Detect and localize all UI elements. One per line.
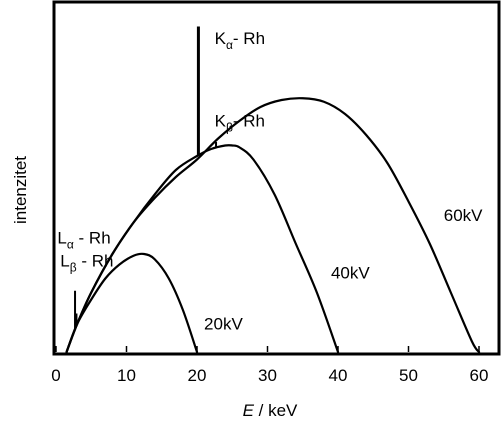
x-tick-label: 30: [258, 366, 277, 385]
annotation-label: 60kV: [444, 206, 483, 225]
x-tick-label: 10: [117, 366, 136, 385]
annotation-base: K: [215, 29, 227, 48]
series-line-40kV: [65, 144, 340, 354]
series-layer: [65, 97, 481, 354]
annotation-base: K: [215, 111, 227, 130]
plot-frame: [52, 0, 501, 356]
annotation-rest: - Rh: [77, 251, 114, 270]
annotation-subscript: α: [226, 38, 233, 52]
annotation-subscript: β: [70, 260, 77, 274]
annotation-label: Kα- Rh: [215, 29, 265, 52]
annotation-rest: - Rh: [233, 111, 265, 130]
x-axis-label-variable: E: [243, 401, 255, 420]
annotation-rest: - Rh: [74, 229, 111, 248]
annotation-base: L: [57, 229, 66, 248]
x-tick-label: 50: [399, 366, 418, 385]
x-axis-label-unit: / keV: [254, 401, 298, 420]
annotation-subscript: α: [67, 238, 74, 252]
series-line-20kV: [65, 252, 199, 354]
annotation-base: L: [60, 251, 69, 270]
x-tick-labels: 0 10 20 30 40 50 60: [51, 366, 488, 385]
peak-layer: [74, 26, 218, 330]
annotation-base: 60kV: [444, 206, 483, 225]
annotation-label: 20kV: [204, 314, 243, 333]
annotation-base: 20kV: [204, 314, 243, 333]
annotation-label: Kβ- Rh: [215, 111, 265, 134]
annotation-label: Lβ - Rh: [60, 251, 113, 274]
x-axis-label: E / keV: [243, 401, 298, 420]
x-tick-label: 0: [51, 366, 60, 385]
annotation-rest: - Rh: [233, 29, 265, 48]
x-tick-label: 20: [188, 366, 207, 385]
y-axis-label: intenzitet: [11, 156, 30, 224]
annotation-label: Lα - Rh: [57, 229, 110, 252]
x-tick-label: 40: [329, 366, 348, 385]
series-line-60kV: [65, 97, 481, 354]
annotation-label: 40kV: [331, 264, 370, 283]
x-tick-label: 60: [470, 366, 489, 385]
x-ticks: [55, 346, 480, 352]
annotation-base: 40kV: [331, 264, 370, 283]
annotation-subscript: β: [226, 120, 233, 134]
